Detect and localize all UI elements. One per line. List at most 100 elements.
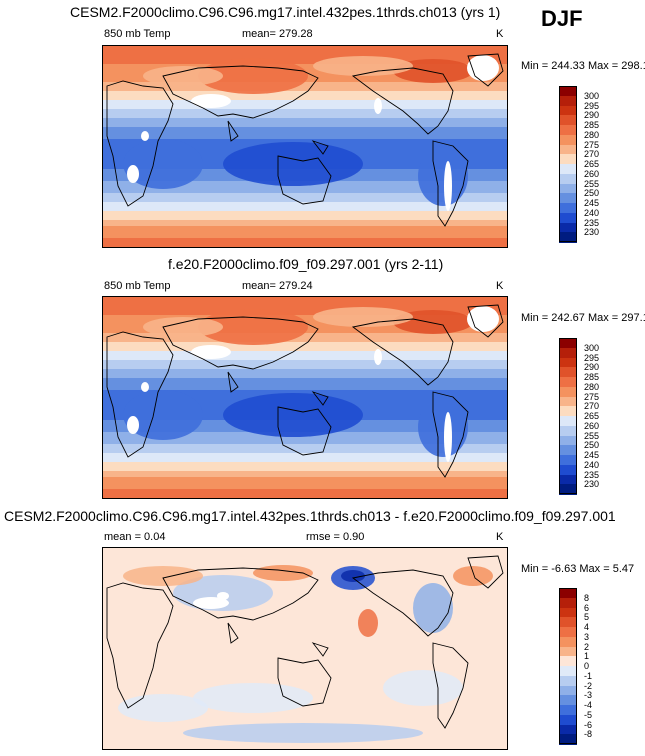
colorbar-swatch bbox=[559, 183, 577, 194]
colorbar-swatch bbox=[559, 627, 577, 638]
panel1-masked-terrain bbox=[127, 165, 139, 183]
panel2-lat-band bbox=[103, 438, 507, 442]
colorbar-label: 245 bbox=[584, 198, 600, 208]
panel3-units: K bbox=[496, 531, 504, 543]
panel1-lat-band bbox=[103, 229, 507, 233]
panel1-lat-band bbox=[103, 133, 507, 137]
panel2-lat-band bbox=[103, 447, 507, 451]
panel2-lat-band bbox=[103, 456, 507, 460]
colorbar-swatch bbox=[559, 734, 577, 745]
colorbar-swatch bbox=[559, 212, 577, 223]
panel2-lat-band bbox=[103, 450, 507, 454]
panel2-coastline bbox=[432, 391, 469, 478]
colorbar-swatch bbox=[559, 193, 577, 204]
panel3-colorbar bbox=[559, 588, 577, 745]
colorbar-label: 8 bbox=[584, 592, 590, 603]
panel1-lat-band bbox=[103, 112, 507, 116]
panel1-mean: mean= 279.28 bbox=[242, 28, 313, 40]
colorbar-label: 240 bbox=[584, 207, 600, 218]
colorbar-label: 275 bbox=[584, 391, 600, 402]
colorbar-swatch bbox=[559, 357, 577, 368]
colorbar-label: 290 bbox=[584, 362, 600, 373]
colorbar-label: 235 bbox=[584, 217, 600, 228]
panel1-field-blob bbox=[313, 56, 413, 76]
colorbar-label: 255 bbox=[584, 430, 600, 441]
panel2-lat-band bbox=[103, 465, 507, 469]
panel1-colorbar bbox=[559, 86, 577, 243]
panel1-lat-band bbox=[103, 118, 507, 122]
colorbar-swatch bbox=[559, 347, 577, 358]
panel1-lat-band bbox=[103, 139, 507, 143]
panel2-lat-band bbox=[103, 339, 507, 343]
colorbar-label: 235 bbox=[584, 469, 600, 480]
colorbar-label: 255 bbox=[584, 178, 600, 189]
panel2-field-blob bbox=[418, 397, 468, 457]
panel2-lat-band bbox=[103, 309, 507, 313]
colorbar-label: 260 bbox=[584, 168, 600, 179]
panel3-title: CESM2.F2000climo.C96.C96.mg17.intel.432p… bbox=[4, 508, 616, 524]
panel2-coastline bbox=[351, 318, 454, 386]
panel1-field-blob bbox=[143, 66, 223, 86]
colorbar-swatch bbox=[559, 714, 577, 725]
colorbar-swatch bbox=[559, 222, 577, 233]
colorbar-label: 275 bbox=[584, 139, 600, 150]
panel1-coastline bbox=[277, 155, 332, 205]
panel2-lat-band bbox=[103, 435, 507, 439]
colorbar-swatch bbox=[559, 105, 577, 116]
colorbar-swatch bbox=[559, 666, 577, 677]
colorbar-label: 270 bbox=[584, 401, 600, 412]
colorbar-label: 2 bbox=[584, 641, 590, 652]
panel2-field-blob bbox=[393, 310, 473, 334]
panel3-anomaly-patch bbox=[193, 683, 313, 713]
panel1-lat-band bbox=[103, 97, 507, 101]
panel1-masked-terrain bbox=[141, 131, 149, 141]
panel2-lat-band bbox=[103, 387, 507, 391]
panel3-anomaly-patch bbox=[123, 566, 203, 586]
colorbar-label: 3 bbox=[584, 631, 590, 642]
colorbar-swatch bbox=[559, 484, 577, 495]
panel2-blobs bbox=[123, 306, 499, 462]
colorbar-swatch bbox=[559, 675, 577, 686]
colorbar-swatch bbox=[559, 617, 577, 628]
panel2-lat-band bbox=[103, 303, 507, 307]
panel1-masked-terrain bbox=[191, 94, 231, 108]
colorbar-swatch bbox=[559, 367, 577, 378]
panel2-mean: mean= 279.24 bbox=[242, 280, 313, 292]
panel1-lat-band bbox=[103, 136, 507, 140]
panel2-field-blob bbox=[143, 317, 223, 337]
colorbar-label: 285 bbox=[584, 120, 600, 130]
colorbar-swatch bbox=[559, 164, 577, 175]
panel3-coastline bbox=[162, 567, 319, 621]
panel1-lat-band bbox=[103, 199, 507, 203]
colorbar-swatch bbox=[559, 338, 577, 349]
panel2-coastline bbox=[162, 316, 319, 370]
panel2-minmax: Min = 242.67 Max = 297.13 bbox=[521, 312, 645, 324]
colorbar-swatch bbox=[559, 646, 577, 657]
panel3-map-svg bbox=[103, 548, 507, 749]
panel2-lat-band bbox=[103, 381, 507, 385]
panel1-lat-band bbox=[103, 100, 507, 104]
panel3-coastline bbox=[227, 622, 239, 644]
colorbar-swatch bbox=[559, 416, 577, 427]
panel1-field-blob bbox=[393, 59, 473, 83]
panel1-lat-band bbox=[103, 187, 507, 191]
panel1-coastline bbox=[162, 65, 319, 119]
colorbar-label: -2 bbox=[584, 680, 593, 691]
colorbar-label: -5 bbox=[584, 709, 593, 720]
panel2-lat-band bbox=[103, 378, 507, 382]
panel2-map-svg bbox=[103, 297, 507, 498]
colorbar-swatch bbox=[559, 464, 577, 475]
panel2-lat-band bbox=[103, 363, 507, 367]
panel3-map bbox=[102, 547, 508, 750]
colorbar-swatch bbox=[559, 597, 577, 608]
panel2-coastline bbox=[106, 331, 174, 458]
panel3-blobs bbox=[118, 565, 493, 743]
panel2-title: f.e20.F2000climo.f09_f09.297.001 (yrs 2-… bbox=[168, 256, 444, 272]
panel2-lat-band bbox=[103, 477, 507, 481]
panel1-masked-terrain bbox=[444, 161, 452, 211]
panel2-lat-band bbox=[103, 486, 507, 490]
colorbar-swatch bbox=[559, 115, 577, 126]
panel3-coastline bbox=[311, 642, 329, 657]
panel1-lat-band bbox=[103, 124, 507, 128]
panel1-field-blob bbox=[418, 146, 468, 206]
